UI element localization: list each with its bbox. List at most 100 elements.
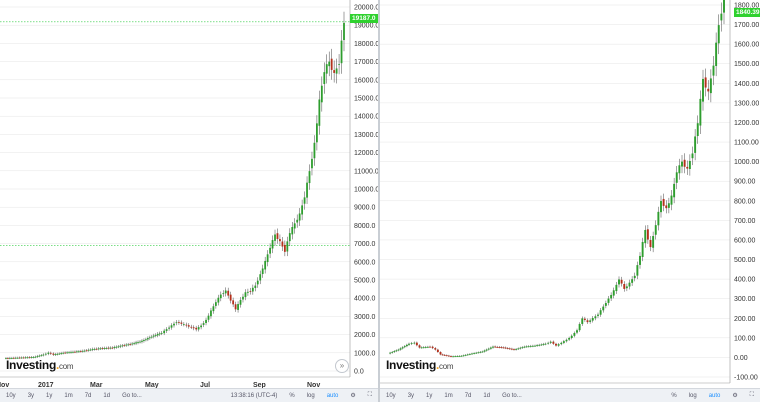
candle-body — [431, 346, 434, 349]
candle-body — [115, 346, 118, 348]
candle-body — [458, 355, 461, 357]
candle-body — [418, 345, 421, 348]
y-tick-label: 3000.0 — [354, 314, 376, 321]
scroll-forward-button[interactable]: » — [335, 359, 349, 373]
y-tick-label: 1300.00 — [734, 100, 759, 107]
y-tick-label: 300.00 — [734, 296, 756, 303]
period-7d[interactable]: 7d — [84, 392, 92, 399]
candle-body — [434, 348, 437, 350]
candle-body — [450, 356, 452, 357]
period-1y[interactable]: 1y — [46, 392, 53, 399]
y-tick-label: 8000.0 — [354, 223, 376, 230]
candle-body — [557, 344, 560, 346]
candle-body — [212, 306, 215, 312]
candle-body — [237, 304, 239, 310]
candle-body — [83, 350, 86, 352]
candle-body — [646, 229, 649, 240]
candle-body — [709, 78, 712, 94]
settings-gear-icon[interactable]: ⚙ — [732, 393, 738, 399]
candle-body — [103, 348, 106, 349]
candle-body — [68, 352, 70, 354]
candle-body — [224, 290, 227, 294]
candle-body — [256, 280, 259, 285]
toolbar-left: 10y 3y 1y 1m 7d 1d Go to... 13:38:16 (UT… — [0, 388, 378, 402]
candle-body — [527, 346, 530, 348]
candle-body — [644, 229, 647, 244]
log-toggle[interactable]: log — [306, 392, 315, 399]
candle-body — [328, 61, 331, 67]
candle-body — [298, 213, 301, 221]
period-3y[interactable]: 3y — [27, 392, 35, 399]
period-10y[interactable]: 10y — [386, 392, 396, 399]
period-1d[interactable]: 1d — [103, 392, 111, 399]
candle-body — [589, 320, 592, 322]
candle-body — [269, 247, 271, 254]
candle-body — [81, 350, 84, 352]
period-1m[interactable]: 1m — [64, 392, 73, 399]
y-tick-label: 1100.00 — [734, 140, 759, 147]
chart-panel-right: -100.00 0.00 100.00 200.00 300.00 400.00 500.0… — [380, 0, 760, 402]
go-to-button[interactable]: Go to... — [122, 392, 142, 399]
candle-body — [631, 279, 634, 283]
y-tick-label: 700.00 — [734, 218, 756, 225]
candle-body — [678, 165, 681, 174]
candle-body — [320, 85, 323, 103]
y-tick-label: 1700.00 — [734, 22, 759, 29]
candle-body — [214, 302, 217, 306]
auto-toggle[interactable]: auto — [708, 392, 721, 399]
period-3y[interactable]: 3y — [407, 392, 415, 399]
go-to-button[interactable]: Go to... — [502, 392, 522, 399]
log-toggle[interactable]: log — [688, 392, 697, 399]
candle-body — [333, 70, 336, 73]
candle-body — [125, 344, 128, 346]
y-tick-label: 9000.0 — [354, 205, 376, 212]
candle-body — [506, 348, 509, 349]
candle-body — [36, 356, 39, 357]
x-tick-label: Nov — [307, 382, 320, 389]
candle-body — [447, 355, 450, 357]
candle-body — [338, 64, 340, 65]
settings-gear-icon[interactable]: ⚙ — [350, 393, 356, 399]
candle-body — [160, 332, 163, 334]
period-1d[interactable]: 1d — [483, 392, 491, 399]
percent-toggle[interactable]: % — [671, 392, 677, 399]
fullscreen-icon[interactable]: ⛶ — [367, 392, 372, 398]
candle-body — [276, 233, 279, 239]
candle-body — [413, 342, 416, 344]
period-7d[interactable]: 7d — [464, 392, 472, 399]
current-price-tag-left: 19187.0 — [350, 14, 378, 23]
period-1m[interactable]: 1m — [444, 392, 453, 399]
candle-body — [583, 318, 586, 320]
y-tick-label: 5000.0 — [354, 278, 376, 285]
candle-body — [26, 357, 29, 359]
period-10y[interactable]: 10y — [6, 392, 16, 399]
candle-body — [615, 284, 618, 292]
candle-body — [403, 346, 406, 348]
candle-body — [673, 183, 676, 198]
candle-body — [623, 284, 626, 289]
y-tick-label: 1200.00 — [734, 120, 759, 127]
candle-body — [44, 353, 47, 355]
candle-body — [163, 330, 166, 334]
x-tick-label: Nov — [0, 382, 9, 389]
candle-body — [712, 65, 715, 76]
period-1y[interactable]: 1y — [426, 392, 433, 399]
candle-body — [28, 357, 31, 359]
clock-time: 13:38:16 (UTC-4) — [230, 392, 278, 399]
candle-body — [315, 123, 318, 143]
fullscreen-icon[interactable]: ⛶ — [749, 392, 754, 398]
candle-body — [197, 327, 200, 330]
y-tick-label: 900.00 — [734, 179, 756, 186]
candle-body — [717, 25, 720, 44]
candle-body — [14, 357, 17, 359]
candle-body — [40, 355, 43, 357]
auto-toggle[interactable]: auto — [326, 392, 339, 399]
chart-right: -100.00 0.00 100.00 200.00 300.00 400.00 500.0… — [380, 0, 759, 395]
y-tick-label: 1400.00 — [734, 81, 759, 88]
candle-body — [531, 345, 534, 347]
candle-body — [715, 42, 718, 66]
candle-body — [234, 304, 237, 310]
y-tick-label: 20000.0 — [354, 5, 378, 12]
candle-body — [426, 346, 429, 348]
percent-toggle[interactable]: % — [289, 392, 295, 399]
